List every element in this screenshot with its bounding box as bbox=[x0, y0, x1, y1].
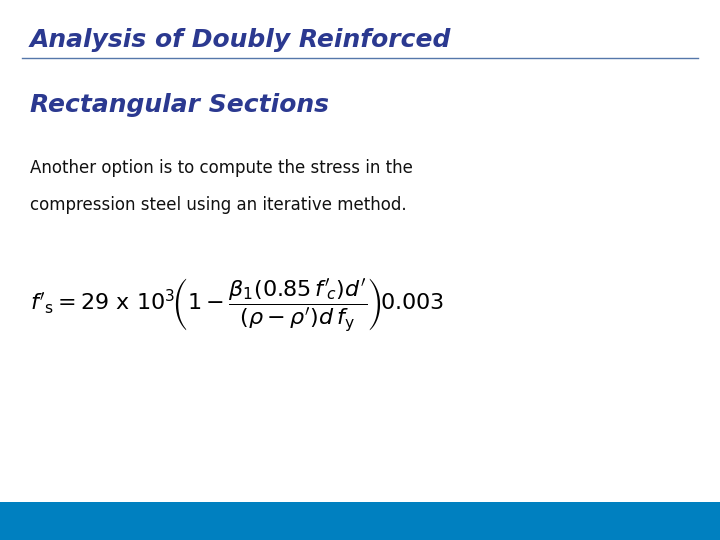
Text: Analysis of Doubly Reinforced: Analysis of Doubly Reinforced bbox=[30, 28, 451, 52]
Text: Rectangular Sections: Rectangular Sections bbox=[30, 93, 329, 117]
Text: $f'_{\mathrm{s}} = 29\ \mathrm{x}\ 10^3\!\left(1 - \dfrac{\beta_1(0.85\,f'_{\!c}: $f'_{\mathrm{s}} = 29\ \mathrm{x}\ 10^3\… bbox=[30, 276, 444, 334]
Text: compression steel using an iterative method.: compression steel using an iterative met… bbox=[30, 196, 407, 214]
Bar bbox=[0, 502, 720, 540]
Text: Another option is to compute the stress in the: Another option is to compute the stress … bbox=[30, 159, 413, 177]
